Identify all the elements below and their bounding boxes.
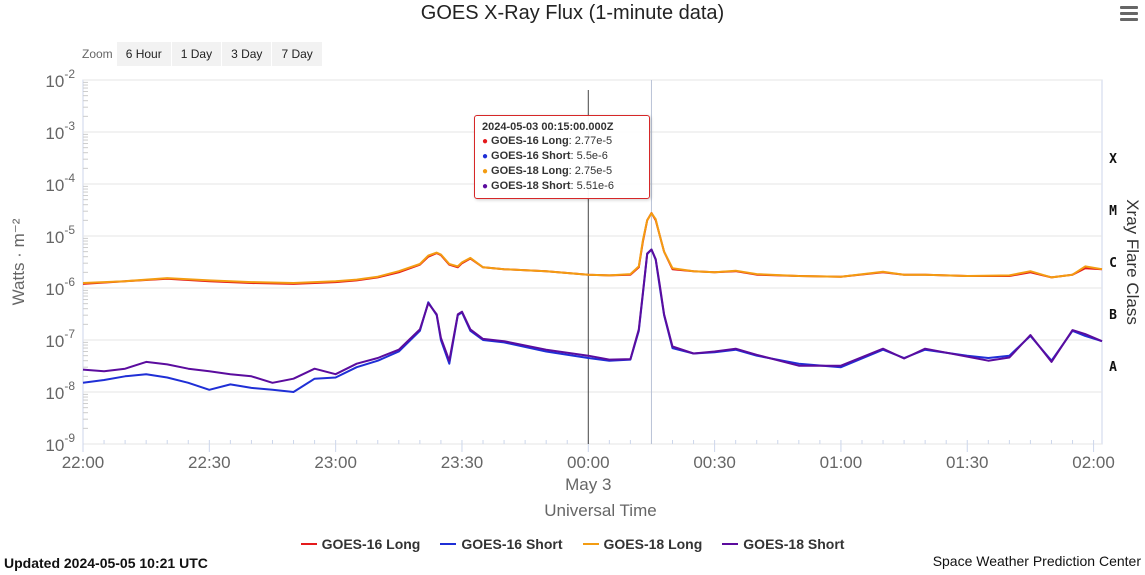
bullet-icon: ●	[482, 136, 489, 147]
x-axis-title: Universal Time	[544, 501, 656, 520]
y-tick-label: 10-5	[45, 223, 75, 247]
legend-item-goes18-long[interactable]: GOES-18 Long	[582, 536, 702, 552]
series-line-goes-18-short	[82, 248, 1103, 384]
tooltip-row-goes16-short: ● GOES-16 Short: 5.5e-6	[482, 150, 608, 162]
x-tick-label: 02:00	[1072, 453, 1115, 472]
y-tick-label: 10-2	[45, 67, 75, 91]
flare-class-label: C	[1109, 256, 1117, 271]
xray-flux-plot[interactable]: 10-2 10-3 10-4 10-5 10-6 10-7 10-8 10-922:00 22:…	[0, 0, 1145, 530]
chart-title: GOES X-Ray Flux (1-minute data)	[420, 2, 725, 24]
x-tick-label: 00:30	[693, 453, 736, 472]
x-date-label: May 3	[565, 475, 611, 494]
legend-item-goes16-short[interactable]: GOES-16 Short	[440, 536, 563, 552]
zoom-1-day-button[interactable]: 1 Day	[170, 42, 222, 66]
x-tick-label: 01:00	[820, 453, 863, 472]
legend-line-icon	[440, 543, 457, 545]
flare-class-label: M	[1109, 204, 1117, 219]
flare-class-label: X	[1109, 152, 1117, 167]
tooltip-row-goes16-long: ● GOES-16 Long: 2.77e-5	[482, 135, 613, 147]
hamburger-menu-icon[interactable]	[1120, 6, 1138, 22]
legend-line-icon	[722, 543, 739, 545]
zoom-3-day-button[interactable]: 3 Day	[221, 42, 272, 66]
x-tick-label: 00:00	[567, 453, 610, 472]
y-tick-label: 10-6	[45, 275, 75, 299]
tooltip-row-goes18-short: ● GOES-18 Short: 5.51e-6	[482, 180, 614, 192]
zoom-label: Zoom	[82, 47, 113, 61]
legend-line-icon	[582, 543, 599, 545]
bullet-icon: ●	[482, 151, 489, 162]
legend-line-icon	[300, 543, 317, 545]
legend-item-goes16-long[interactable]: GOES-16 Long	[300, 536, 420, 552]
y-axis-title: Watts · m⁻²	[9, 218, 28, 305]
y-tick-label: 10-9	[45, 431, 75, 455]
x-tick-label: 23:00	[314, 453, 357, 472]
flare-class-label: A	[1109, 360, 1117, 375]
x-tick-label: 22:00	[62, 453, 105, 472]
zoom-6-hour-button[interactable]: 6 Hour	[116, 42, 171, 66]
updated-timestamp: Updated 2024-05-05 10:21 UTC	[4, 555, 208, 571]
legend-item-goes18-short[interactable]: GOES-18 Short	[722, 536, 844, 552]
flare-class-label: B	[1109, 308, 1117, 323]
chart-legend: GOES-16 Long GOES-16 Short GOES-18 Long …	[0, 536, 1145, 552]
tooltip-row-goes18-long: ● GOES-18 Long: 2.75e-5	[482, 165, 613, 177]
y-tick-label: 10-8	[45, 379, 75, 403]
bullet-icon: ●	[482, 166, 489, 177]
zoom-7-day-button[interactable]: 7 Day	[271, 42, 322, 66]
y-tick-label: 10-3	[45, 119, 75, 143]
tooltip-time: 2024-05-03 00:15:00.000Z	[482, 121, 614, 133]
y-tick-label: 10-4	[45, 171, 75, 195]
source-credit: Space Weather Prediction Center	[932, 553, 1141, 569]
x-tick-label: 01:30	[946, 453, 989, 472]
x-tick-label: 23:30	[441, 453, 484, 472]
y-tick-label: 10-7	[45, 327, 75, 351]
data-tooltip: 2024-05-03 00:15:00.000Z ● GOES-16 Long: …	[474, 115, 650, 199]
x-tick-label: 22:30	[188, 453, 231, 472]
y2-axis-title: Xray Flare Class	[1123, 199, 1142, 325]
zoom-toolbar: Zoom 6 Hour 1 Day 3 Day 7 Day	[82, 42, 322, 66]
bullet-icon: ●	[482, 181, 489, 192]
series-line-goes-18-long	[82, 212, 1103, 284]
